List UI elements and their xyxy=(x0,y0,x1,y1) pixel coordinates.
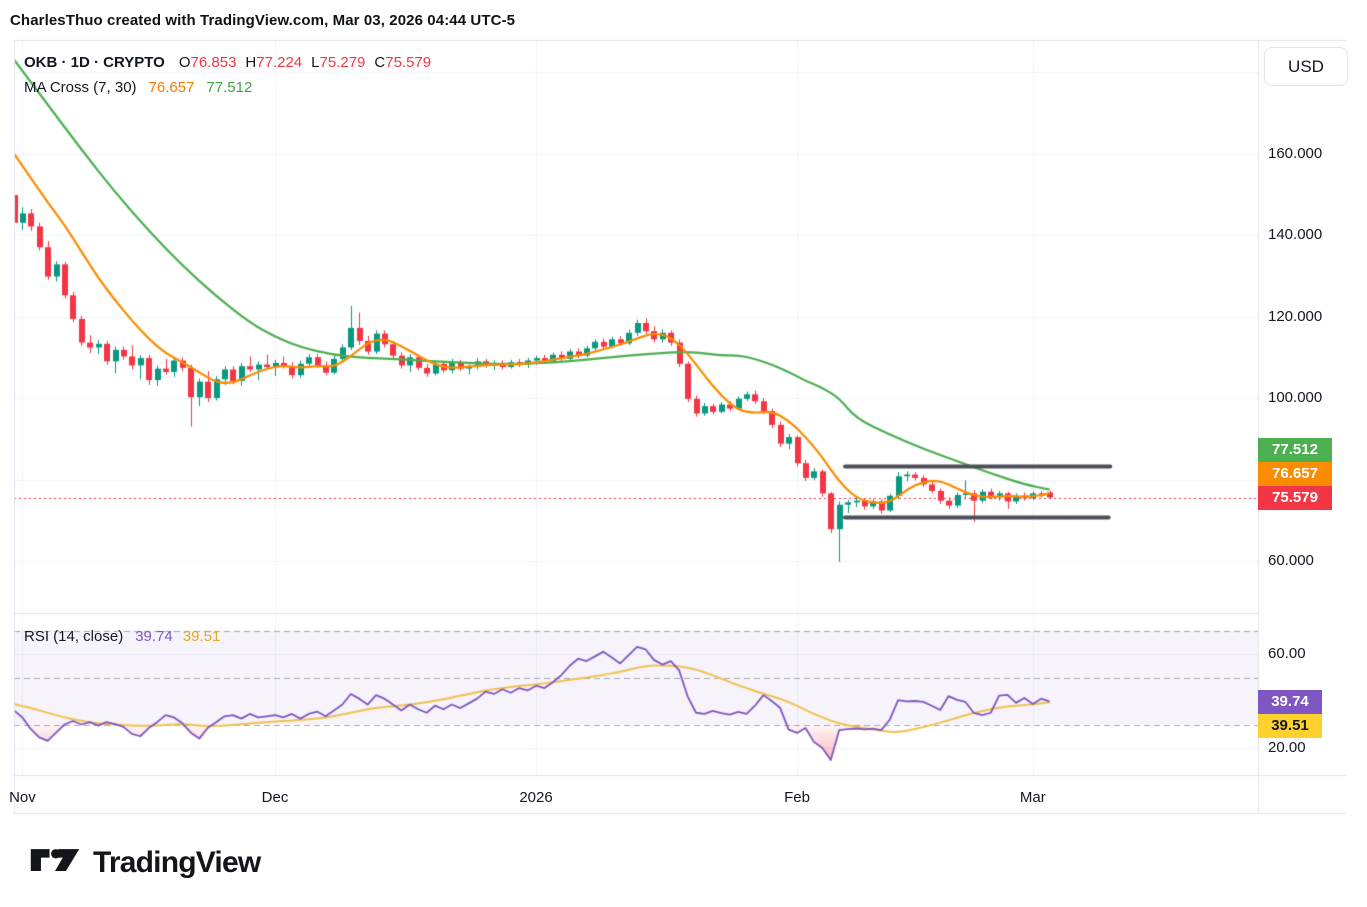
rsi-signal-value: 39.51 xyxy=(182,628,221,645)
price-tick: 120.000 xyxy=(1268,307,1323,325)
rsi-signal-badge: 39.51 xyxy=(1258,713,1322,738)
time-axis[interactable]: Nov Dec 2026 Feb Mar xyxy=(9,776,1258,813)
ma-fast-value: 76.657 xyxy=(148,79,195,96)
time-label-nov: Nov xyxy=(9,789,36,806)
snapshot-attribution: CharlesThuo created with TradingView.com… xyxy=(10,12,516,29)
time-label-2026: 2026 xyxy=(519,789,553,806)
price-axis[interactable]: 160.000 140.000 120.000 100.000 60.000 7… xyxy=(1258,40,1367,775)
last-price-badge: 75.579 xyxy=(1258,485,1332,510)
ma-cross-label[interactable]: MA Cross (7, 30) xyxy=(24,79,137,96)
price-tick: 100.000 xyxy=(1268,389,1323,406)
tradingview-brand: TradingView xyxy=(93,845,261,879)
close-label: C xyxy=(374,54,386,71)
currency-toggle-button[interactable]: USD xyxy=(1264,47,1348,86)
rsi-tick: 20.00 xyxy=(1268,739,1306,756)
time-label-feb: Feb xyxy=(784,789,810,806)
close-value: 75.579 xyxy=(385,54,432,71)
price-tick: 60.000 xyxy=(1268,552,1314,569)
symbol-title[interactable]: OKB · 1D · CRYPTO xyxy=(24,54,165,71)
rsi-value: 39.74 xyxy=(135,628,173,645)
rsi-label[interactable]: RSI (14, close) xyxy=(24,628,124,645)
rsi-legend[interactable]: RSI (14, close) 39.74 39.51 xyxy=(24,628,220,645)
low-value: 75.279 xyxy=(319,54,366,71)
low-label: L xyxy=(311,54,320,71)
ma-slow-price-badge: 77.512 xyxy=(1258,437,1332,462)
time-label-dec: Dec xyxy=(261,789,289,806)
time-label-mar: Mar xyxy=(1019,789,1046,806)
ma-fast-price-badge: 76.657 xyxy=(1258,461,1332,486)
open-value: 76.853 xyxy=(190,54,237,71)
tradingview-footer[interactable]: TradingView xyxy=(30,843,261,882)
high-label: H xyxy=(245,54,257,71)
open-label: O xyxy=(178,54,191,71)
rsi-value-badge: 39.74 xyxy=(1258,689,1322,714)
price-tick: 140.000 xyxy=(1268,226,1323,243)
high-value: 77.224 xyxy=(256,54,303,71)
rsi-tick: 60.00 xyxy=(1268,645,1306,662)
ma-slow-value: 77.512 xyxy=(206,79,253,96)
price-tick: 160.000 xyxy=(1268,144,1323,162)
ma-cross-legend[interactable]: MA Cross (7, 30) 76.657 77.512 xyxy=(24,79,252,96)
main-series-legend[interactable]: OKB · 1D · CRYPTO O76.853 H77.224 L75.279 C7… xyxy=(24,54,440,71)
tradingview-logo-icon[interactable] xyxy=(30,843,80,882)
